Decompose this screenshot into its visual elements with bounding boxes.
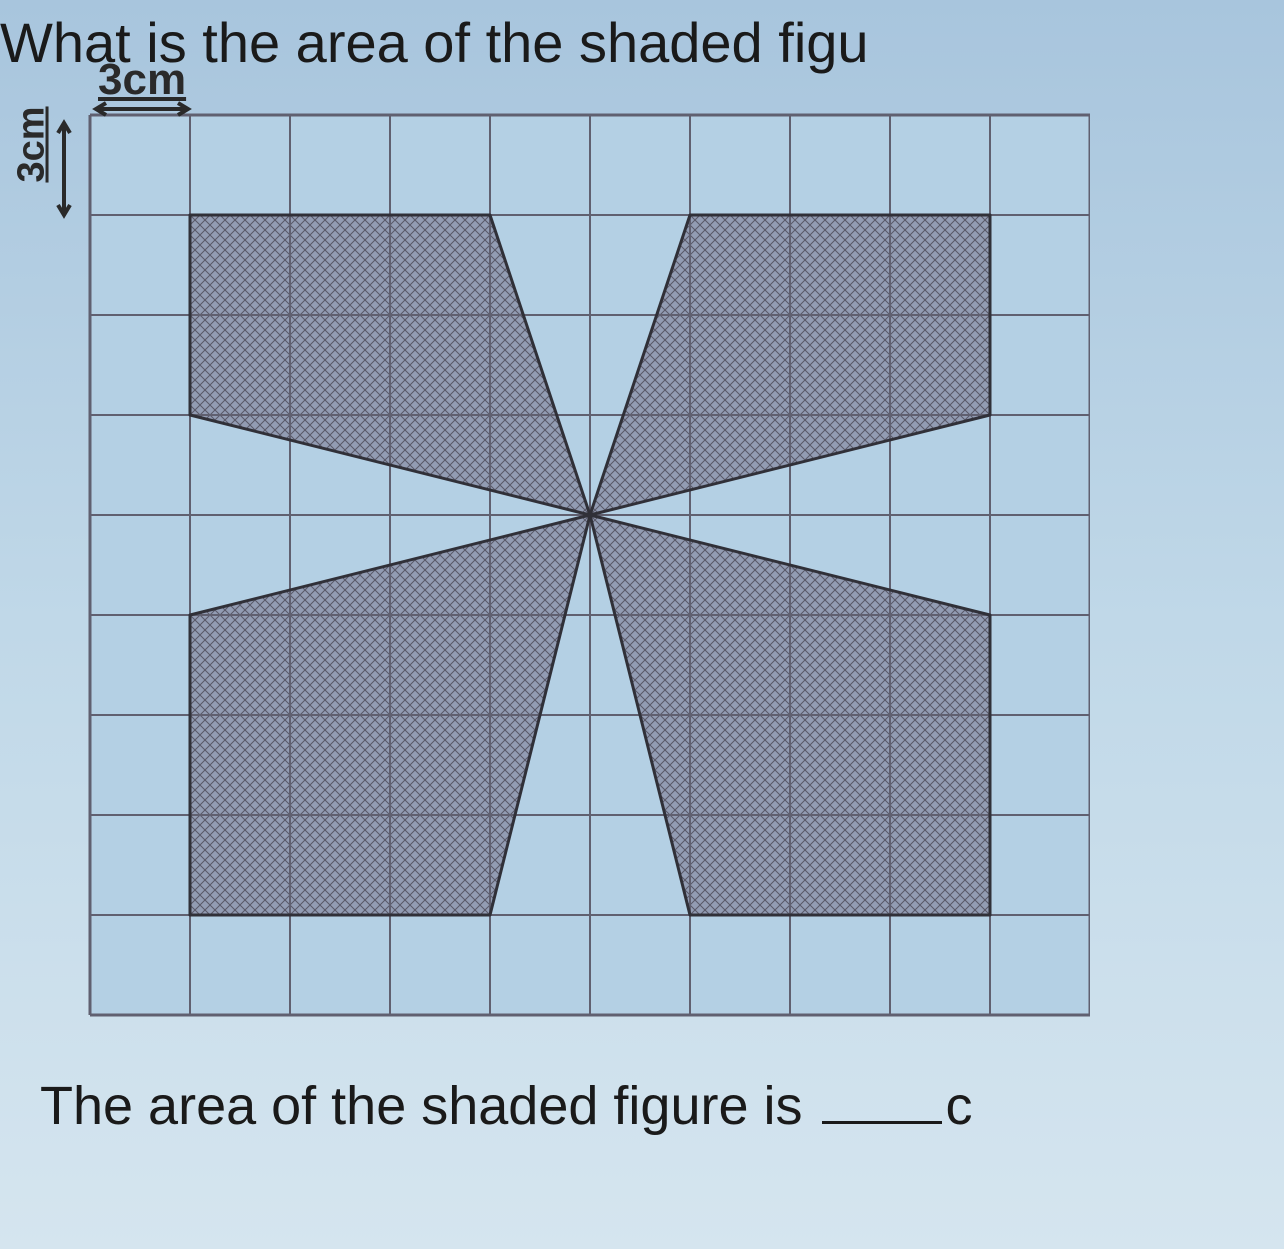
- grid-diagram: [40, 105, 1090, 1025]
- grid-cell-width-label: 3cm: [98, 55, 186, 105]
- figure-container: 3cm 3cm: [40, 105, 1284, 1025]
- answer-prefix: The area of the shaded figure is: [40, 1076, 818, 1136]
- question-text: What is the area of the shaded figu: [0, 0, 1284, 95]
- answer-line: The area of the shaded figure is c: [0, 1075, 1284, 1137]
- grid-cell-height-label: 3cm: [11, 106, 54, 182]
- top-dimension-arrow: [92, 101, 202, 117]
- answer-suffix: c: [946, 1076, 973, 1136]
- answer-blank[interactable]: [822, 1121, 942, 1124]
- left-dimension-arrow: [56, 119, 72, 229]
